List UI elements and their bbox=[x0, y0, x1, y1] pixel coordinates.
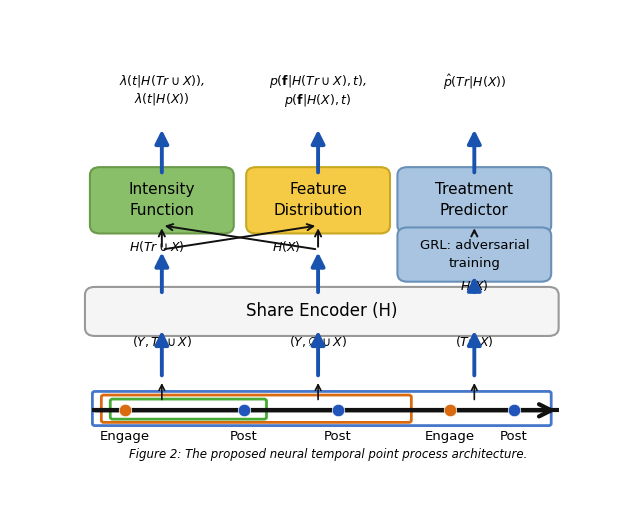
Text: Feature
Distribution: Feature Distribution bbox=[273, 182, 363, 218]
Text: $p(\mathbf{f}|H(Tr \cup X), t)$,
$p(\mathbf{f}|H(X), t)$: $p(\mathbf{f}|H(Tr \cup X), t)$, $p(\mat… bbox=[269, 73, 367, 109]
Text: Post: Post bbox=[500, 430, 528, 443]
Text: $\lambda(t|H(Tr \cup X))$,
$\lambda(t|H(X))$: $\lambda(t|H(Tr \cup X))$, $\lambda(t|H(… bbox=[119, 73, 205, 107]
Text: $\hat{p}(Tr|H(X))$: $\hat{p}(Tr|H(X))$ bbox=[443, 73, 506, 92]
FancyBboxPatch shape bbox=[397, 167, 551, 233]
Text: $H(Tr \cup X)$: $H(Tr \cup X)$ bbox=[129, 239, 184, 254]
Text: Engage: Engage bbox=[424, 430, 475, 443]
FancyBboxPatch shape bbox=[85, 287, 559, 336]
Text: Share Encoder (H): Share Encoder (H) bbox=[246, 302, 397, 321]
FancyBboxPatch shape bbox=[90, 167, 234, 233]
Text: Treatment
Predictor: Treatment Predictor bbox=[435, 182, 513, 218]
Text: GRL: adversarial
training: GRL: adversarial training bbox=[419, 239, 529, 270]
Text: Post: Post bbox=[324, 430, 352, 443]
Text: Intensity
Function: Intensity Function bbox=[129, 182, 195, 218]
FancyBboxPatch shape bbox=[397, 228, 551, 282]
Text: $(Y, \emptyset \cup X)$: $(Y, \emptyset \cup X)$ bbox=[289, 334, 347, 349]
Text: Engage: Engage bbox=[100, 430, 150, 443]
Text: $H(X)$: $H(X)$ bbox=[271, 239, 300, 254]
Text: Post: Post bbox=[230, 430, 257, 443]
Text: $(Tr, X)$: $(Tr, X)$ bbox=[455, 334, 493, 349]
Text: Figure 2: The proposed neural temporal point process architecture.: Figure 2: The proposed neural temporal p… bbox=[129, 447, 527, 460]
Text: $H(X)$: $H(X)$ bbox=[460, 278, 489, 293]
Text: $(Y, Tr \cup X)$: $(Y, Tr \cup X)$ bbox=[132, 334, 192, 349]
FancyBboxPatch shape bbox=[246, 167, 390, 233]
